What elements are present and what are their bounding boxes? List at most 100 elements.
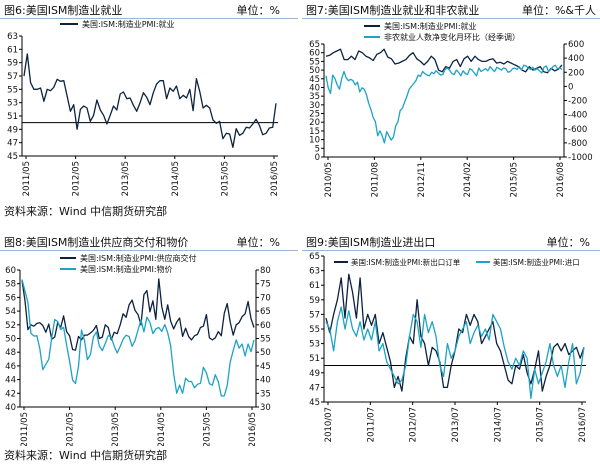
y-tick-label: 10	[309, 136, 320, 146]
legend-label: 美国:ISM:制造业PMI:新出口订单	[351, 257, 461, 267]
y2-tick-label: -600	[568, 125, 587, 135]
legend-label: 美国:ISM:制造业PMI:进口	[493, 257, 580, 267]
legend-label: 美国:ISM:制造业PMI:就业	[82, 19, 175, 29]
x-tick-label: 2013/07	[451, 407, 461, 442]
y-tick-label: 40	[309, 83, 320, 93]
y-tick-label: 47	[309, 383, 320, 393]
chart-panel-trade: 图9:美国ISM制造业进出口 单位：% 45 47 49 51 53 55 57 59 61 63…	[302, 232, 600, 465]
y-tick-label: 63	[7, 32, 18, 42]
y2-tick-label: 600	[568, 40, 584, 50]
y-tick-label: 49	[309, 369, 320, 379]
y2-tick-label: -400	[568, 111, 587, 121]
y-tick-label: 44	[5, 376, 16, 386]
chart-title: 图9:美国ISM制造业进出口	[306, 236, 436, 249]
x-tick-label: 2012/05	[72, 161, 82, 196]
y2-tick-label: 80	[260, 266, 271, 276]
y-tick-label: 50	[5, 335, 16, 345]
source-note: 资料来源：Wind 中信期货研究部	[4, 205, 168, 218]
y-tick-label: 42	[5, 389, 16, 399]
y-tick-label: 55	[309, 325, 320, 335]
x-tick-label: 2014/02	[463, 162, 473, 197]
employment-line-chart: 45 47 49 51 53 55 57 59 61 63 2011/05 2012/05 2013/0…	[7, 19, 280, 196]
x-tick-label: 2012/11	[417, 162, 427, 197]
y-tick-label: 53	[7, 99, 18, 109]
legend-label: 美国:ISM:制造业PMI:就业	[384, 21, 477, 31]
y-tick-label: 57	[7, 72, 18, 82]
series-line	[23, 53, 277, 148]
x-tick-label: 2016/08	[556, 162, 566, 197]
y2-tick-label: 50	[260, 348, 271, 358]
x-tick-label: 2013/05	[111, 412, 121, 446]
y-tick-label: 46	[5, 362, 16, 372]
x-tick-label: 2015/05	[202, 412, 212, 446]
y-tick-label: 61	[309, 281, 320, 291]
title-divider	[302, 18, 600, 19]
x-tick-label: 2015/05	[220, 161, 230, 196]
y2-tick-label: -1000	[568, 153, 593, 163]
y-tick-label: 30	[309, 101, 320, 111]
series-line	[325, 64, 563, 144]
y-tick-label: 55	[7, 85, 18, 95]
y-tick-label: 47	[7, 139, 18, 149]
y-tick-label: 59	[7, 59, 18, 69]
chart-title: 图8:美国ISM制造业供应商交付和物价	[4, 236, 189, 249]
y-tick-label: 35	[309, 92, 320, 102]
legend-label: 非农就业人数净变化月环比（经季调）	[384, 32, 520, 42]
y-tick-label: 5	[315, 144, 320, 154]
y2-tick-label: -200	[568, 97, 587, 107]
y2-tick-label: 70	[260, 293, 271, 303]
y-tick-label: 51	[309, 354, 320, 364]
y-tick-label: 63	[309, 267, 320, 277]
x-tick-label: 2013/05	[121, 161, 131, 196]
y-tick-label: 15	[309, 127, 320, 137]
unit-label: 单位：%	[236, 4, 280, 17]
series-line	[325, 306, 585, 399]
y-tick-label: 54	[5, 307, 16, 317]
y2-tick-label: 35	[260, 389, 271, 399]
title-divider	[0, 250, 298, 251]
y2-tick-label: 400	[568, 54, 584, 64]
y-tick-label: 50	[309, 66, 320, 76]
y2-tick-label: -800	[568, 139, 587, 149]
title-divider	[0, 18, 298, 19]
y2-tick-label: 200	[568, 68, 584, 78]
y-tick-label: 48	[5, 348, 16, 358]
legend-label: 美国:ISM:制造业PMI:物价	[80, 264, 173, 274]
chart-panel-supplier-prices: 图8:美国ISM制造业供应商交付和物价 单位：% 40 42 44 46 48 50 52 5…	[0, 232, 298, 465]
y2-tick-label: 45	[260, 362, 271, 372]
y-tick-label: 53	[309, 340, 320, 350]
y-tick-label: 57	[309, 310, 320, 320]
x-tick-label: 2012/05	[66, 412, 76, 446]
supplier-prices-line-chart: 40 42 44 46 48 50 52 54 56 58 60 30 35 40 45 50 55 60 65 70…	[5, 253, 271, 446]
trade-line-chart: 45 47 49 51 53 55 57 59 61 63 65 2010/07 2011/07 2012…	[309, 252, 588, 442]
y-tick-label: 65	[309, 252, 320, 262]
x-tick-label: 2011/05	[20, 412, 30, 446]
y2-tick-label: 65	[260, 307, 271, 317]
y-tick-label: 56	[5, 293, 16, 303]
employment-nonfarm-line-chart: 05101520253035404550556065-1000-800-600-…	[309, 21, 593, 197]
series-line	[21, 279, 255, 397]
y-tick-label: 59	[309, 296, 320, 306]
x-tick-label: 2014/05	[171, 161, 181, 196]
x-tick-label: 2016/05	[270, 161, 280, 196]
y-tick-label: 20	[309, 118, 320, 128]
x-tick-label: 2014/05	[157, 412, 167, 446]
unit-label: 单位：%	[236, 236, 280, 249]
y2-tick-label: 0	[568, 82, 573, 92]
y-tick-label: 40	[5, 403, 16, 413]
x-tick-label: 2010/07	[324, 407, 334, 442]
y-tick-label: 65	[309, 40, 320, 50]
y-tick-label: 45	[309, 75, 320, 85]
x-tick-label: 2011/05	[22, 161, 32, 196]
y-tick-label: 49	[7, 125, 18, 135]
x-tick-label: 2010/05	[324, 162, 334, 197]
x-tick-label: 2016/05	[248, 412, 258, 446]
y-tick-label: 60	[5, 266, 16, 276]
y-tick-label: 51	[7, 112, 18, 122]
unit-label: 单位：%	[546, 236, 590, 249]
source-note: 资料来源：Wind 中信期货研究部	[4, 449, 168, 462]
x-tick-label: 2011/08	[370, 162, 380, 197]
y-tick-label: 45	[7, 152, 18, 162]
y-tick-label: 55	[309, 57, 320, 67]
y-tick-label: 25	[309, 110, 320, 120]
